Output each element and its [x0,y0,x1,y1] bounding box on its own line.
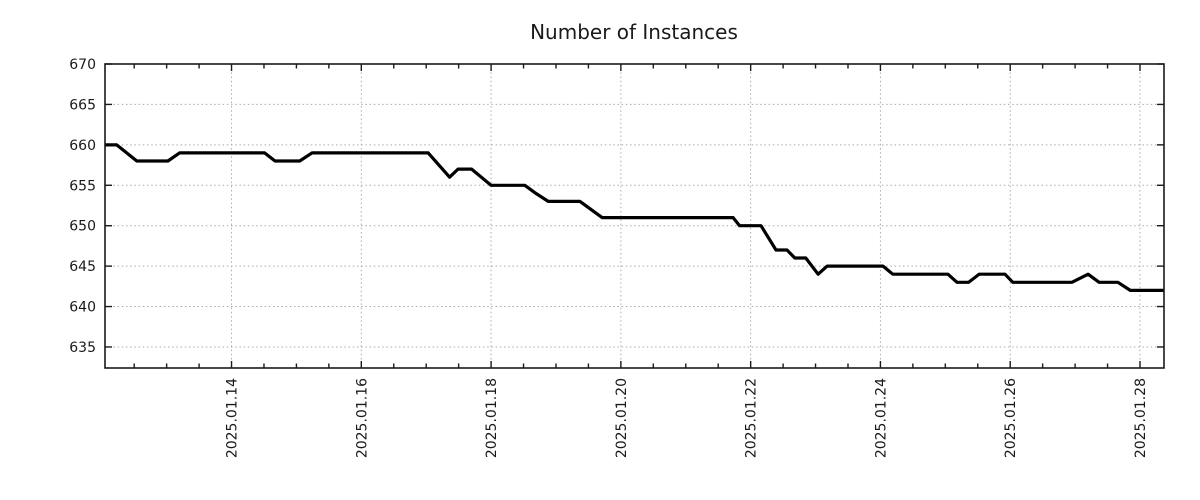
data-line [105,143,1164,292]
plot-border [104,63,1165,369]
y-tick-label: 650 [69,219,96,235]
x-tick-label: 2025.01.22 [744,378,760,458]
x-tick-label: 2025.01.16 [354,378,370,458]
x-tick-label: 2025.01.28 [1133,378,1149,458]
x-tick-label: 2025.01.26 [1003,378,1019,458]
y-tick-label: 645 [69,259,96,275]
series-line [105,143,1164,292]
grid-lines [105,64,1164,368]
x-tick-label: 2025.01.24 [873,378,889,458]
chart-title: Number of Instances [530,20,738,44]
x-tick-label: 2025.01.18 [484,378,500,458]
y-tick-label: 635 [69,340,96,356]
x-tick-label: 2025.01.20 [614,378,630,458]
x-tick-label: 2025.01.14 [225,378,241,458]
axis-tick-labels: 635 640 645 650 655 660 665 670 2025.01.14 2025.0… [69,57,1149,458]
y-tick-label: 640 [69,300,96,316]
y-tick-label: 665 [69,97,96,113]
y-tick-label: 660 [69,138,96,154]
plot-border-rect [104,63,1165,369]
y-tick-label: 655 [69,178,96,194]
y-tick-label: 670 [69,57,96,73]
